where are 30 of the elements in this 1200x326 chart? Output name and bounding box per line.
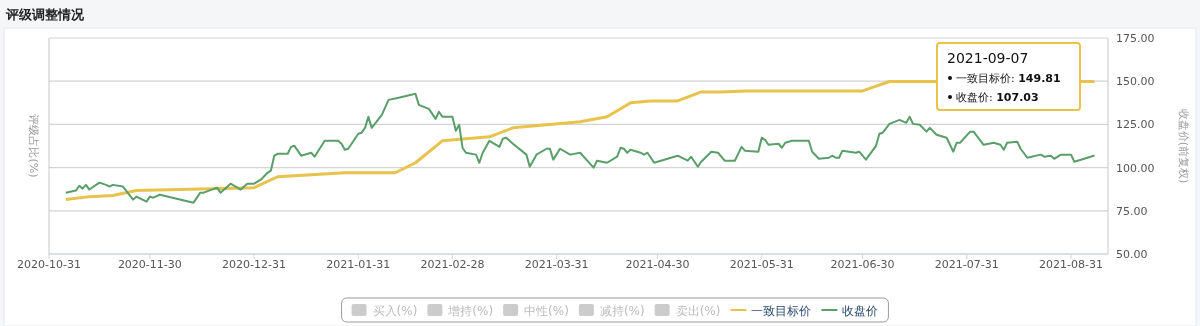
x-tick-label: 2021-02-28 [420, 258, 485, 271]
annotation: 2021-09-07 [947, 50, 1029, 66]
legend-label: 卖出(%) [675, 304, 721, 318]
legend-label: 减持(%) [599, 304, 645, 318]
y2-tick-label: 175.00 [1116, 32, 1155, 45]
y2-tick-label: 75.00 [1116, 204, 1148, 218]
legend-label: 中性(%) [524, 304, 569, 318]
annotation: 收盘价: 107.03 [956, 91, 1039, 104]
y-axis-title: 评级占比(%) [27, 114, 40, 178]
y2-tick-label: 100.00 [1116, 161, 1155, 175]
y2-axis-title: 收盘价(前复权) [1177, 108, 1190, 184]
x-tick-label: 2021-04-30 [625, 258, 690, 271]
x-tick-label: 2021-08-31 [1039, 258, 1103, 271]
x-tick-label: 2021-03-31 [524, 258, 589, 271]
x-tick-label: 2020-12-31 [222, 258, 287, 271]
y2-tick-label: 50.00 [1116, 248, 1148, 261]
y2-tick-label: 125.00 [1116, 118, 1155, 132]
x-tick-label: 2021-05-31 [729, 258, 794, 271]
chart-title: 评级调整情况 [5, 7, 85, 22]
legend-label: 一致目标价 [751, 304, 812, 318]
y2-tick-label: 150.00 [1116, 75, 1155, 89]
x-tick-label: 2020-11-30 [117, 258, 182, 271]
legend-label: 增持(%) [447, 304, 494, 318]
legend-label: 买入(%) [372, 304, 418, 318]
x-tick-label: 2021-06-30 [830, 258, 895, 271]
x-tick-label: 2020-10-31 [17, 258, 81, 271]
x-tick-label: 2021-07-31 [934, 258, 999, 271]
x-tick-label: 2021-01-31 [326, 258, 391, 271]
legend-label: 收盘价 [842, 304, 879, 318]
annotation: 一致目标价: 149.81 [956, 72, 1061, 85]
